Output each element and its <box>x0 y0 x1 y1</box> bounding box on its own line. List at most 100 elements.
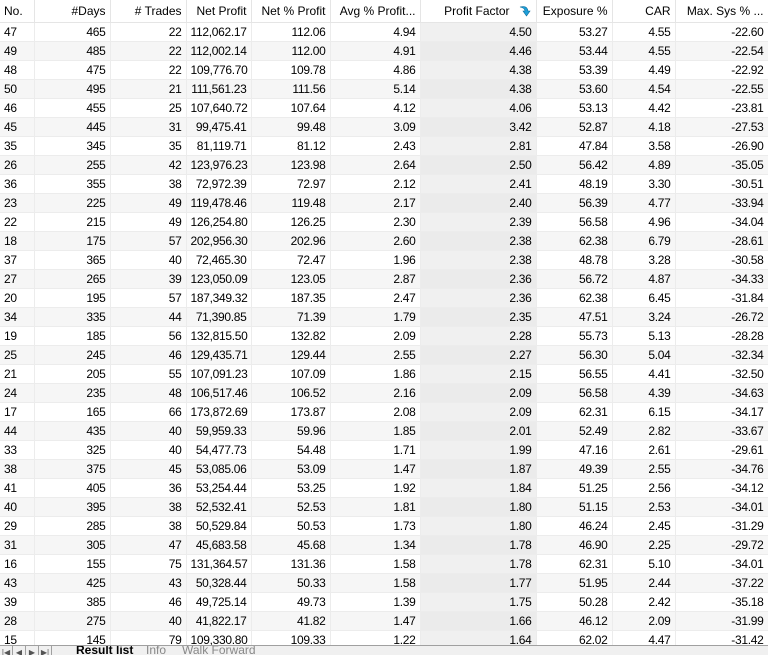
table-row[interactable]: 23 225 49 119,478.46 119.48 2.17 2.40 56.39 4.77… <box>0 193 768 213</box>
table-row[interactable]: 18 175 57 202,956.30 202.96 2.60 2.38 62.38 6.79… <box>0 231 768 251</box>
cell-avg-pct-profit: 5.14 <box>330 79 421 99</box>
column-header-max-sys-dd[interactable]: Max. Sys % ... <box>675 0 768 23</box>
cell-no: 43 <box>0 573 35 593</box>
table-row[interactable]: 17 165 66 173,872.69 173.87 2.08 2.09 62.31 6.15… <box>0 402 768 422</box>
column-header-net-pct-profit[interactable]: Net % Profit <box>251 0 331 23</box>
cell-avg-pct-profit: 2.43 <box>330 136 421 156</box>
cell-trades: 47 <box>110 535 187 555</box>
table-row[interactable]: 15 145 79 109,330.80 109.33 1.22 1.64 62.02 4.47… <box>0 630 768 645</box>
table-row[interactable]: 26 255 42 123,976.23 123.98 2.64 2.50 56.42 4.89… <box>0 155 768 175</box>
table-row[interactable]: 35 345 35 81,119.71 81.12 2.43 2.81 47.84 3.58 -2… <box>0 136 768 156</box>
column-header-days[interactable]: #Days <box>34 0 111 23</box>
cell-car: 2.42 <box>612 592 676 612</box>
cell-avg-pct-profit: 1.92 <box>330 478 421 498</box>
prev-icon[interactable]: ◀ <box>13 646 26 655</box>
cell-net-profit: 49,725.14 <box>186 592 252 612</box>
sort-descending-icon[interactable] <box>518 4 532 18</box>
cell-net-profit: 187,349.32 <box>186 288 252 308</box>
table-row[interactable]: 25 245 46 129,435.71 129.44 2.55 2.27 56.30 5.04… <box>0 345 768 365</box>
first-icon[interactable]: |◀ <box>0 646 13 655</box>
column-header-label: CAR <box>645 4 671 18</box>
table-row[interactable]: 37 365 40 72,465.30 72.47 1.96 2.38 48.78 3.28 -3… <box>0 250 768 270</box>
table-row[interactable]: 16 155 75 131,364.57 131.36 1.58 1.78 62.31 5.10… <box>0 554 768 574</box>
cell-max-sys-dd: -29.72 <box>675 535 768 555</box>
column-header-label: # Trades <box>134 4 182 18</box>
table-row[interactable]: 24 235 48 106,517.46 106.52 2.16 2.09 56.58 4.39… <box>0 383 768 403</box>
cell-avg-pct-profit: 2.55 <box>330 345 421 365</box>
table-row[interactable]: 19 185 56 132,815.50 132.82 2.09 2.28 55.73 5.13… <box>0 326 768 346</box>
cell-profit-factor: 2.50 <box>420 155 537 175</box>
column-header-profit-factor[interactable]: Profit Factor <box>420 0 537 23</box>
cell-trades: 38 <box>110 516 187 536</box>
last-icon[interactable]: ▶| <box>39 646 52 655</box>
cell-avg-pct-profit: 4.86 <box>330 60 421 80</box>
table-row[interactable]: 38 375 45 53,085.06 53.09 1.47 1.87 49.39 2.55 -3… <box>0 459 768 479</box>
column-header-car[interactable]: CAR <box>612 0 676 23</box>
cell-avg-pct-profit: 2.09 <box>330 326 421 346</box>
cell-days: 455 <box>34 98 111 118</box>
cell-exposure: 56.55 <box>536 364 613 384</box>
cell-max-sys-dd: -28.61 <box>675 231 768 251</box>
table-row[interactable]: 39 385 46 49,725.14 49.73 1.39 1.75 50.28 2.42 -3… <box>0 592 768 612</box>
tab-result-list[interactable]: Result list <box>76 645 134 655</box>
table-row[interactable]: 47 465 22 112,062.17 112.06 4.94 4.50 53.27 4.55… <box>0 22 768 42</box>
cell-net-profit: 45,683.58 <box>186 535 252 555</box>
column-header-no[interactable]: No. <box>0 0 35 23</box>
column-header-avg-pct-profit[interactable]: Avg % Profit... <box>330 0 421 23</box>
cell-days: 285 <box>34 516 111 536</box>
cell-net-pct-profit: 49.73 <box>251 592 331 612</box>
tab-info[interactable]: Info <box>146 645 167 655</box>
cell-days: 355 <box>34 174 111 194</box>
cell-car: 2.56 <box>612 478 676 498</box>
cell-max-sys-dd: -30.58 <box>675 250 768 270</box>
table-row[interactable]: 45 445 31 99,475.41 99.48 3.09 3.42 52.87 4.18 -2… <box>0 117 768 137</box>
cell-max-sys-dd: -34.12 <box>675 478 768 498</box>
table-row[interactable]: 22 215 49 126,254.80 126.25 2.30 2.39 56.58 4.96… <box>0 212 768 232</box>
cell-exposure: 48.19 <box>536 174 613 194</box>
table-row[interactable]: 48 475 22 109,776.70 109.78 4.86 4.38 53.39 4.49… <box>0 60 768 80</box>
table-row[interactable]: 21 205 55 107,091.23 107.09 1.86 2.15 56.55 4.41… <box>0 364 768 384</box>
table-row[interactable]: 41 405 36 53,254.44 53.25 1.92 1.84 51.25 2.56 -3… <box>0 478 768 498</box>
cell-net-profit: 109,330.80 <box>186 630 252 645</box>
table-row[interactable]: 50 495 21 111,561.23 111.56 5.14 4.38 53.60 4.54… <box>0 79 768 99</box>
table-row[interactable]: 36 355 38 72,972.39 72.97 2.12 2.41 48.19 3.30 -3… <box>0 174 768 194</box>
cell-no: 29 <box>0 516 35 536</box>
cell-net-pct-profit: 50.53 <box>251 516 331 536</box>
column-header-label: No. <box>4 4 23 18</box>
table-row[interactable]: 49 485 22 112,002.14 112.00 4.91 4.46 53.44 4.55… <box>0 41 768 61</box>
cell-profit-factor: 2.09 <box>420 402 537 422</box>
cell-trades: 31 <box>110 117 187 137</box>
table-row[interactable]: 20 195 57 187,349.32 187.35 2.47 2.36 62.38 6.45… <box>0 288 768 308</box>
column-header-net-profit[interactable]: Net Profit <box>186 0 252 23</box>
cell-avg-pct-profit: 4.94 <box>330 22 421 42</box>
table-row[interactable]: 33 325 40 54,477.73 54.48 1.71 1.99 47.16 2.61 -2… <box>0 440 768 460</box>
cell-no: 39 <box>0 592 35 612</box>
cell-net-pct-profit: 71.39 <box>251 307 331 327</box>
cell-net-pct-profit: 107.09 <box>251 364 331 384</box>
table-row[interactable]: 43 425 43 50,328.44 50.33 1.58 1.77 51.95 2.44 -3… <box>0 573 768 593</box>
table-row[interactable]: 29 285 38 50,529.84 50.53 1.73 1.80 46.24 2.45 -3… <box>0 516 768 536</box>
table-row[interactable]: 31 305 47 45,683.58 45.68 1.34 1.78 46.90 2.25 -2… <box>0 535 768 555</box>
cell-net-profit: 52,532.41 <box>186 497 252 517</box>
table-row[interactable]: 44 435 40 59,959.33 59.96 1.85 2.01 52.49 2.82 -3… <box>0 421 768 441</box>
table-row[interactable]: 27 265 39 123,050.09 123.05 2.87 2.36 56.72 4.87… <box>0 269 768 289</box>
cell-net-profit: 107,640.72 <box>186 98 252 118</box>
cell-trades: 40 <box>110 611 187 631</box>
cell-max-sys-dd: -31.84 <box>675 288 768 308</box>
cell-net-profit: 81,119.71 <box>186 136 252 156</box>
tab-walk-forward[interactable]: Walk Forward <box>182 645 256 655</box>
table-row[interactable]: 34 335 44 71,390.85 71.39 1.79 2.35 47.51 3.24 -2… <box>0 307 768 327</box>
next-icon[interactable]: ▶ <box>26 646 39 655</box>
cell-exposure: 56.30 <box>536 345 613 365</box>
cell-days: 485 <box>34 41 111 61</box>
column-header-exposure[interactable]: Exposure % <box>536 0 613 23</box>
cell-profit-factor: 2.36 <box>420 269 537 289</box>
column-header-trades[interactable]: # Trades <box>110 0 187 23</box>
cell-net-profit: 173,872.69 <box>186 402 252 422</box>
cell-net-profit: 126,254.80 <box>186 212 252 232</box>
table-row[interactable]: 28 275 40 41,822.17 41.82 1.47 1.66 46.12 2.09 -3… <box>0 611 768 631</box>
table-row[interactable]: 40 395 38 52,532.41 52.53 1.81 1.80 51.15 2.53 -3… <box>0 497 768 517</box>
table-row[interactable]: 46 455 25 107,640.72 107.64 4.12 4.06 53.13 4.42… <box>0 98 768 118</box>
cell-avg-pct-profit: 1.34 <box>330 535 421 555</box>
